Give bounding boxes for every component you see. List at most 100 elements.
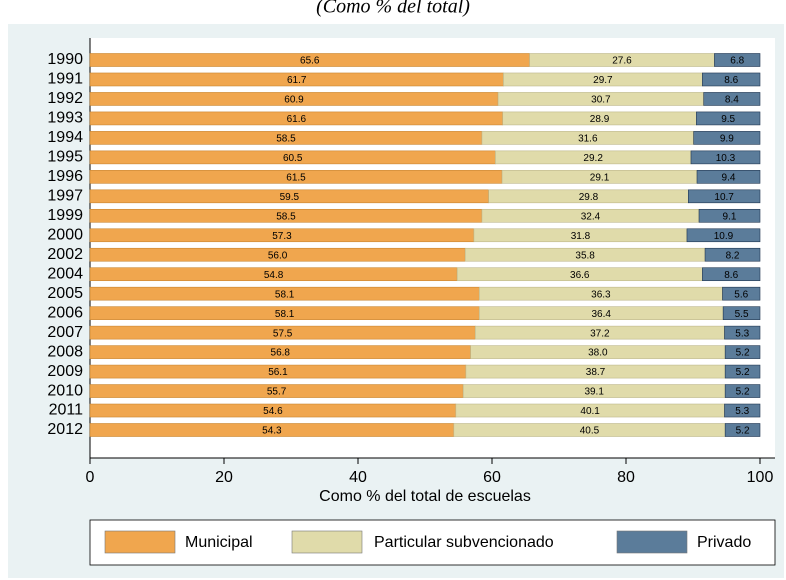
y-tick-label: 1990 xyxy=(47,51,83,68)
x-tick-label: 0 xyxy=(86,469,95,486)
value-label: 56.8 xyxy=(271,348,291,359)
y-tick-label: 1996 xyxy=(47,168,83,185)
value-label: 5.2 xyxy=(736,387,750,398)
y-tick-label: 1997 xyxy=(47,188,83,205)
value-label: 38.0 xyxy=(588,348,608,359)
value-label: 9.1 xyxy=(723,211,737,222)
bar-segment xyxy=(722,286,761,301)
bar-segment xyxy=(688,189,761,204)
value-label: 61.5 xyxy=(286,172,306,183)
value-label: 28.9 xyxy=(590,114,610,125)
value-label: 57.3 xyxy=(272,231,292,242)
bar-segment xyxy=(702,72,761,87)
value-label: 59.5 xyxy=(280,192,300,203)
value-label: 6.8 xyxy=(730,56,744,67)
bar-segment xyxy=(724,364,761,379)
y-tick-label: 1991 xyxy=(47,71,83,88)
value-label: 35.8 xyxy=(575,250,595,261)
bar-segment xyxy=(704,247,761,262)
y-tick-label: 2000 xyxy=(47,226,83,243)
value-label: 9.9 xyxy=(720,134,734,145)
value-label: 38.7 xyxy=(586,367,606,378)
value-label: 32.4 xyxy=(581,211,601,222)
x-tick-label: 100 xyxy=(747,469,774,486)
value-label: 29.1 xyxy=(590,172,610,183)
y-tick-label: 2002 xyxy=(47,246,83,263)
y-tick-label: 2006 xyxy=(47,304,83,321)
value-label: 57.5 xyxy=(273,328,293,339)
value-label: 29.8 xyxy=(579,192,599,203)
y-tick-label: 2005 xyxy=(47,285,83,302)
y-tick-label: 2008 xyxy=(47,343,83,360)
y-tick-label: 1994 xyxy=(47,129,83,146)
value-label: 40.1 xyxy=(580,406,600,417)
value-label: 31.8 xyxy=(571,231,591,242)
value-label: 61.6 xyxy=(287,114,307,125)
bar-segment xyxy=(724,345,761,359)
value-label: 31.6 xyxy=(578,134,598,145)
value-label: 56.0 xyxy=(268,250,288,261)
value-label: 37.2 xyxy=(590,328,610,339)
value-label: 27.6 xyxy=(612,56,632,67)
value-label: 58.1 xyxy=(275,289,295,300)
value-label: 61.7 xyxy=(287,75,307,86)
bar-segment xyxy=(686,228,761,243)
legend-swatch xyxy=(104,530,176,554)
y-tick-label: 2012 xyxy=(47,421,83,438)
value-label: 54.6 xyxy=(263,406,283,417)
legend-label: Municipal xyxy=(185,534,253,551)
value-label: 36.3 xyxy=(591,289,611,300)
x-tick-label: 20 xyxy=(215,469,233,486)
chart-subtitle: (Como % del total) xyxy=(316,0,470,18)
value-label: 39.1 xyxy=(584,387,604,398)
value-label: 5.3 xyxy=(735,328,749,339)
legend-swatch xyxy=(616,530,688,554)
bar-segment xyxy=(690,150,761,165)
value-label: 60.9 xyxy=(284,95,304,106)
value-label: 40.5 xyxy=(580,426,600,437)
value-label: 29.7 xyxy=(593,75,613,86)
value-label: 5.3 xyxy=(735,406,749,417)
value-label: 30.7 xyxy=(591,95,611,106)
value-label: 9.4 xyxy=(722,172,736,183)
bar-segment xyxy=(724,325,761,340)
legend-label: Particular subvencionado xyxy=(374,534,554,551)
legend-swatch xyxy=(291,530,363,554)
value-label: 5.2 xyxy=(736,426,750,437)
bar-segment xyxy=(696,170,761,184)
value-label: 8.2 xyxy=(726,250,740,261)
value-label: 58.5 xyxy=(276,211,296,222)
y-tick-label: 2010 xyxy=(47,382,83,399)
y-tick-label: 2009 xyxy=(47,363,83,380)
value-label: 58.1 xyxy=(275,309,295,320)
bar-segment xyxy=(714,53,761,67)
value-label: 5.2 xyxy=(736,348,750,359)
bar-segment xyxy=(703,92,761,106)
value-label: 8.4 xyxy=(725,95,739,106)
value-label: 5.6 xyxy=(734,289,748,300)
value-label: 9.5 xyxy=(721,114,735,125)
x-axis-title: Como % del total de escuelas xyxy=(319,488,531,505)
bar-segment xyxy=(702,267,761,282)
y-tick-label: 2004 xyxy=(47,265,83,282)
bar-segment xyxy=(693,131,761,145)
legend-label: Privado xyxy=(697,534,751,551)
bar-segment xyxy=(696,111,761,126)
bar-segment xyxy=(724,423,761,437)
bar-segment xyxy=(698,208,761,223)
value-label: 54.3 xyxy=(262,426,282,437)
value-label: 5.2 xyxy=(736,367,750,378)
x-tick-label: 60 xyxy=(483,469,501,486)
value-label: 8.6 xyxy=(724,75,738,86)
value-label: 10.7 xyxy=(714,192,734,203)
y-tick-label: 2011 xyxy=(49,402,84,419)
value-label: 10.3 xyxy=(716,153,736,164)
y-tick-label: 1993 xyxy=(47,110,83,127)
bar-segment xyxy=(724,403,761,418)
x-tick-label: 80 xyxy=(617,469,635,486)
value-label: 10.9 xyxy=(714,231,734,242)
value-label: 5.5 xyxy=(735,309,749,320)
y-tick-label: 1999 xyxy=(47,207,83,224)
y-tick-label: 1992 xyxy=(47,90,83,107)
